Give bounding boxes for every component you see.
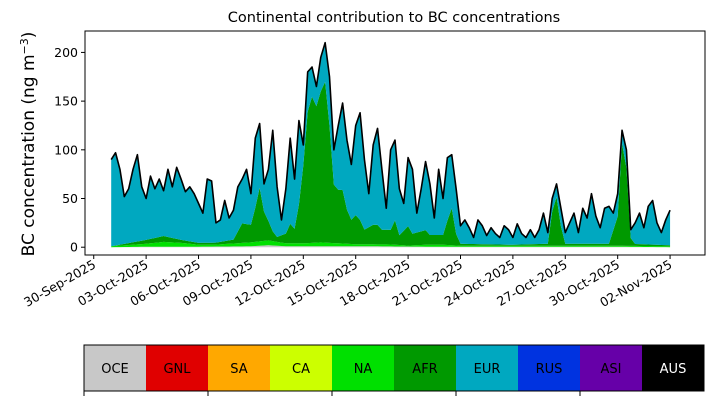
colorbar-segment-na xyxy=(332,345,394,391)
colorbar-label-oce: OCE xyxy=(101,362,129,377)
colorbar-frame xyxy=(83,344,705,392)
y-tick-label: 100 xyxy=(54,142,78,157)
colorbar-label-na: NA xyxy=(354,362,373,377)
y-tick-label: 0 xyxy=(70,240,78,255)
series-area-oce xyxy=(111,245,671,248)
plot-frame xyxy=(84,30,706,256)
y-tick-label: 50 xyxy=(62,191,78,206)
colorbar-label-ca: CA xyxy=(292,362,310,377)
colorbar-label-rus: RUS xyxy=(536,362,563,377)
colorbar-label-aus: AUS xyxy=(660,362,687,377)
series-area-na xyxy=(111,240,671,248)
chart-title: Continental contribution to BC concentra… xyxy=(228,10,560,26)
plot-area xyxy=(110,41,671,248)
colorbar-segment-aus xyxy=(642,345,704,391)
colorbar-segment-gnl xyxy=(146,345,208,391)
region-colorbar: OCE GNL SA CA NA AFR EUR RUS ASI AUS xyxy=(83,344,705,396)
colorbar-segment-afr xyxy=(394,345,456,391)
series-area-eur xyxy=(111,42,671,247)
total-line xyxy=(110,41,671,239)
y-axis-label: BC concentration (ng m−3) xyxy=(18,32,40,257)
y-tick-label: 150 xyxy=(54,94,78,109)
colorbar-segment-asi xyxy=(580,345,642,391)
colorbar-segment-eur xyxy=(456,345,518,391)
colorbar-label-asi: ASI xyxy=(601,362,622,377)
colorbar-segment-ca xyxy=(270,345,332,391)
colorbar-label-eur: EUR xyxy=(474,362,501,377)
colorbar-segment-oce xyxy=(84,345,146,391)
colorbar-label-sa: SA xyxy=(230,362,247,377)
colorbar-label-gnl: GNL xyxy=(163,362,191,377)
y-tick-label: 200 xyxy=(54,45,78,60)
series-area-afr xyxy=(111,81,671,247)
colorbar-label-afr: AFR xyxy=(412,362,437,377)
colorbar-segment-sa xyxy=(208,345,270,391)
colorbar-segment-rus xyxy=(518,345,580,391)
